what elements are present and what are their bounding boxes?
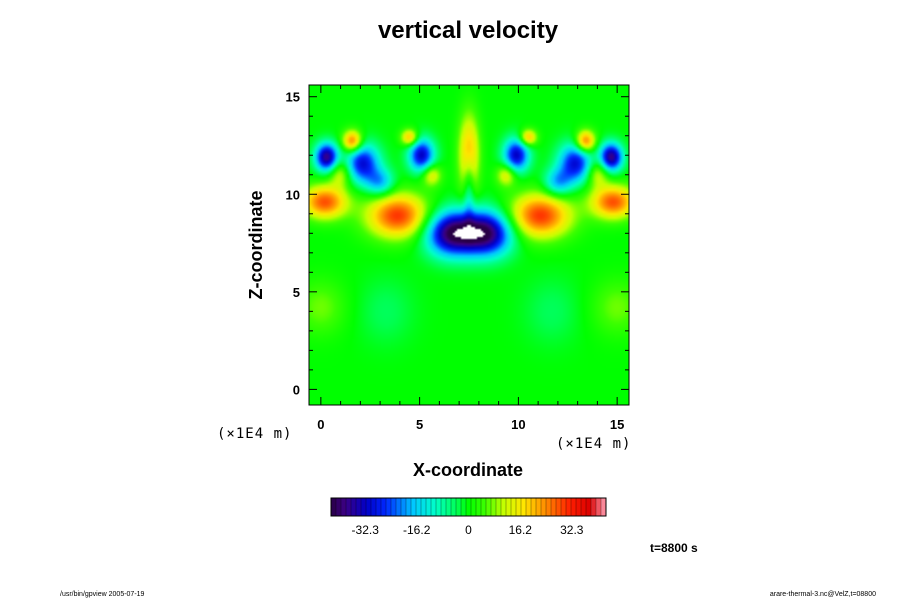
colorbar-cell	[520, 497, 527, 517]
colorbar-cell	[570, 497, 577, 517]
colorbar-cell	[480, 497, 487, 517]
colorbar-cell	[400, 497, 407, 517]
colorbar-cell	[375, 497, 382, 517]
colorbar-cell	[440, 497, 447, 517]
colorbar-cell	[390, 497, 397, 517]
x-tick-label: 5	[416, 417, 423, 432]
footer-left: /usr/bin/gpview 2005-07-19	[60, 591, 145, 598]
colorbar-cell	[430, 497, 437, 517]
colorbar-cell	[335, 497, 342, 517]
colorbar-cell	[590, 497, 597, 517]
colorbar-cell	[410, 497, 417, 517]
y-tick-label: 15	[286, 90, 300, 105]
colorbar-cell	[415, 497, 422, 517]
colorbar-cell	[460, 497, 467, 517]
x-tick-label: 15	[610, 417, 624, 432]
colorbar-cell	[505, 497, 512, 517]
colorbar-cell	[385, 497, 392, 517]
plot-area: 0 5 10 15 0 5 10 15	[286, 84, 630, 432]
colorbar-cell	[370, 497, 377, 517]
colorbar-cells	[330, 497, 607, 517]
colorbar-cell	[450, 497, 457, 517]
colorbar-cell	[540, 497, 547, 517]
colorbar-tick-label: -16.2	[403, 523, 431, 537]
x-tick-label: 10	[511, 417, 525, 432]
colorbar-cell	[475, 497, 482, 517]
y-tick-label: 10	[286, 187, 300, 202]
colorbar-cell	[485, 497, 492, 517]
colorbar-tick-label: -32.3	[352, 523, 380, 537]
colorbar-cell	[545, 497, 552, 517]
x-tick-label: 0	[317, 417, 324, 432]
y-tick-label: 5	[293, 285, 300, 300]
colorbar-cell	[355, 497, 362, 517]
colorbar-cell	[455, 497, 462, 517]
colorbar-cell	[420, 497, 427, 517]
colorbar-cell	[350, 497, 357, 517]
colorbar-cell	[380, 497, 387, 517]
colorbar-cell	[500, 497, 507, 517]
x-unit-right: (×1E4 m)	[556, 436, 631, 452]
x-tick-labels: 0 5 10 15	[317, 417, 624, 432]
colorbar-cell	[580, 497, 587, 517]
minor-ticks	[309, 85, 629, 405]
colorbar-cell	[465, 497, 472, 517]
colorbar-cell	[395, 497, 402, 517]
major-ticks	[309, 85, 629, 405]
colorbar-cell	[555, 497, 562, 517]
colorbar-cell	[495, 497, 502, 517]
colorbar-cell	[490, 497, 497, 517]
colorbar-cell	[575, 497, 582, 517]
time-label: t=8800 s	[650, 541, 698, 555]
colorbar-frame	[330, 497, 607, 517]
colorbar-cell	[345, 497, 352, 517]
colorbar-cell	[530, 497, 537, 517]
colorbar-cell	[595, 497, 602, 517]
colorbar-cell	[360, 497, 367, 517]
velocity-heatmap	[309, 85, 629, 405]
colorbar-cell	[425, 497, 432, 517]
chart-title: vertical velocity	[378, 17, 559, 44]
x-axis-label: X-coordinate	[413, 460, 523, 480]
colorbar-cell	[405, 497, 412, 517]
x-unit-left: (×1E4 m)	[217, 426, 292, 442]
colorbar-cell	[365, 497, 372, 517]
colorbar-cell	[435, 497, 442, 517]
colorbar: -32.3 -16.2 0 16.2 32.3	[330, 497, 607, 537]
colorbar-cell	[515, 497, 522, 517]
colorbar-cell	[445, 497, 452, 517]
footer-right: arare-thermal-3.nc@VelZ,t=08800	[770, 591, 876, 598]
colorbar-cell	[510, 497, 517, 517]
y-axis-label: Z-coordinate	[246, 190, 266, 299]
colorbar-tick-label: 0	[465, 523, 472, 537]
colorbar-cell	[585, 497, 592, 517]
colorbar-tick-label: 16.2	[509, 523, 533, 537]
colorbar-cell	[525, 497, 532, 517]
colorbar-cell	[470, 497, 477, 517]
y-tick-label: 0	[293, 382, 300, 397]
colorbar-cell	[560, 497, 567, 517]
y-tick-labels: 0 5 10 15	[286, 90, 300, 398]
colorbar-cell	[535, 497, 542, 517]
colorbar-cell	[565, 497, 572, 517]
colorbar-tick-label: 32.3	[560, 523, 584, 537]
colorbar-tick-labels: -32.3 -16.2 0 16.2 32.3	[352, 523, 584, 537]
colorbar-cell	[550, 497, 557, 517]
colorbar-cell	[330, 497, 337, 517]
plot-frame	[308, 84, 630, 406]
colorbar-cell	[340, 497, 347, 517]
